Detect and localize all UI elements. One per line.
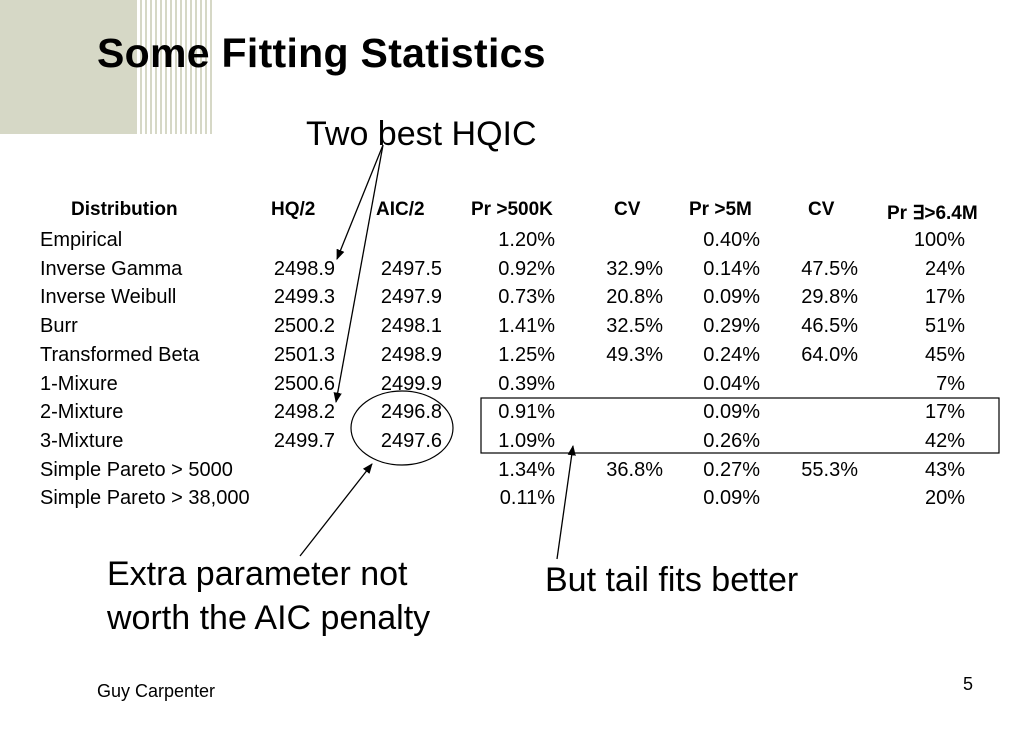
cell-pr-500k: 1.25%: [498, 343, 555, 366]
cell-pr-6-4m: 24%: [924, 257, 965, 280]
table-row: Inverse Gamma 2498.9 2497.5 0.92% 32.9% 0.14%…: [0, 258, 1023, 287]
arrow-to-tail-box: [556, 444, 576, 560]
cell-cv-5m: 29.8%: [801, 286, 858, 309]
cell-hq2: 2500.2: [273, 315, 335, 338]
cell-pr-500k: 1.09%: [498, 429, 555, 452]
cell-hq2: 2501.3: [273, 343, 335, 366]
table-row: Burr 2500.2 2498.1 1.41% 32.5% 0.29% 46.5% 51%: [0, 315, 1023, 344]
cell-cv-500k: 32.9%: [606, 257, 663, 280]
title-decoration-block: [0, 0, 135, 134]
cell-cv-5m: 64.0%: [801, 343, 858, 366]
table-row: 2-Mixture 2498.2 2496.8 0.91% 0.09% 17%: [0, 401, 1023, 430]
cell-aic2: 2496.8: [380, 401, 442, 424]
cell-cv-500k: 49.3%: [606, 343, 663, 366]
header-hq2: HQ/2: [271, 199, 316, 220]
cell-cv-5m: 55.3%: [801, 458, 858, 481]
header-cv-5m: CV: [808, 199, 835, 220]
table-row: Transformed Beta 2501.3 2498.9 1.25% 49.3% 0.…: [0, 344, 1023, 373]
cell-pr-5m: 0.09%: [703, 401, 760, 424]
header-pr-5m: Pr >5M: [689, 199, 752, 220]
cell-cv-500k: 36.8%: [606, 458, 663, 481]
cell-pr-500k: 0.11%: [499, 487, 555, 510]
cell-distribution: Simple Pareto > 38,000: [40, 487, 250, 510]
cell-pr-6-4m: 100%: [913, 229, 965, 251]
cell-cv-5m: 47.5%: [801, 257, 858, 280]
cell-distribution: Simple Pareto > 5000: [40, 458, 233, 481]
cell-cv-500k: 32.5%: [606, 315, 663, 338]
cell-aic2: 2497.5: [380, 257, 442, 280]
cell-hq2: 2500.6: [273, 372, 335, 395]
cell-distribution: Empirical: [40, 229, 123, 251]
cell-pr-5m: 0.14%: [703, 257, 760, 280]
callout-aic-line-2: worth the AIC penalty: [107, 599, 431, 637]
cell-hq2: 2498.2: [273, 401, 335, 424]
cell-pr-6-4m: 43%: [924, 458, 965, 481]
cell-pr-5m: 0.27%: [703, 458, 760, 481]
cell-distribution: 1-Mixure: [40, 372, 118, 395]
cell-hq2: 2499.3: [273, 286, 335, 309]
page-number: 5: [963, 674, 974, 694]
header-pr-6-4m: Pr ∃>6.4M: [887, 203, 978, 224]
header-distribution: Distribution: [71, 199, 178, 220]
cell-pr-500k: 0.92%: [498, 257, 555, 280]
cell-pr-6-4m: 42%: [924, 429, 965, 452]
header-cv-500k: CV: [614, 199, 641, 220]
cell-pr-500k: 0.39%: [498, 372, 555, 395]
slide-title: Some Fitting Statistics: [97, 30, 546, 76]
tail-highlight-box: [480, 397, 1000, 454]
cell-distribution: Inverse Weibull: [40, 286, 177, 309]
table-row: 3-Mixture 2499.7 2497.6 1.09% 0.26% 42%: [0, 430, 1023, 459]
cell-aic2: 2497.9: [380, 286, 442, 309]
table-row: Empirical 1.20% 0.40% 100%: [0, 229, 1023, 258]
table-row: 1-Mixure 2500.6 2499.9 0.39% 0.04% 7%: [0, 373, 1023, 402]
header-pr-500k: Pr >500K: [471, 199, 553, 220]
cell-distribution: 2-Mixture: [40, 401, 124, 424]
cell-pr-6-4m: 45%: [924, 343, 965, 366]
aic-highlight-ellipse: [350, 390, 454, 466]
cell-distribution: 3-Mixture: [40, 429, 124, 452]
cell-aic2: 2497.6: [380, 429, 442, 452]
cell-pr-5m: 0.40%: [703, 229, 760, 251]
cell-pr-500k: 0.73%: [498, 286, 555, 309]
cell-pr-5m: 0.04%: [703, 372, 760, 395]
cell-cv-5m: 46.5%: [801, 315, 858, 338]
callout-tail-fits: But tail fits better: [545, 561, 799, 599]
callout-aic-penalty: Extra parameter not worth the AIC penalt…: [107, 552, 430, 640]
cell-pr-500k: 1.41%: [498, 315, 555, 338]
cell-aic2: 2498.1: [380, 315, 442, 338]
cell-distribution: Transformed Beta: [40, 343, 200, 366]
cell-distribution: Burr: [40, 315, 78, 338]
cell-pr-5m: 0.09%: [703, 286, 760, 309]
table-row: Inverse Weibull 2499.3 2497.9 0.73% 20.8% 0.0…: [0, 286, 1023, 315]
header-aic2: AIC/2: [376, 199, 425, 220]
cell-pr-5m: 0.26%: [703, 429, 760, 452]
cell-aic2: 2499.9: [380, 372, 442, 395]
callout-two-best-hqic: Two best HQIC: [306, 115, 537, 153]
cell-pr-5m: 0.24%: [703, 343, 760, 366]
cell-pr-500k: 0.91%: [498, 401, 555, 424]
arrow-to-aic-ellipse: [299, 463, 373, 557]
footer-text: Guy Carpenter: [97, 681, 216, 701]
cell-pr-6-4m: 20%: [924, 487, 965, 510]
table-row: Simple Pareto > 5000 1.34% 36.8% 0.27% 55.3%…: [0, 459, 1023, 488]
table-row: Simple Pareto > 38,000 0.11% 0.09% 20%: [0, 487, 1023, 516]
cell-pr-6-4m: 7%: [936, 372, 965, 395]
cell-distribution: Inverse Gamma: [40, 257, 183, 280]
cell-hq2: 2498.9: [273, 257, 335, 280]
cell-pr-6-4m: 51%: [924, 315, 965, 338]
cell-pr-500k: 1.34%: [498, 458, 555, 481]
callout-aic-line-1: Extra parameter not: [107, 555, 408, 593]
cell-pr-5m: 0.29%: [703, 315, 760, 338]
cell-pr-6-4m: 17%: [924, 286, 965, 309]
cell-aic2: 2498.9: [380, 343, 442, 366]
arrow-to-2-mixture: [333, 144, 384, 404]
cell-hq2: 2499.7: [273, 429, 335, 452]
arrow-to-inverse-gamma: [336, 144, 384, 260]
cell-cv-500k: 20.8%: [606, 286, 663, 309]
cell-pr-6-4m: 17%: [924, 401, 965, 424]
cell-pr-5m: 0.09%: [703, 487, 760, 510]
title-decoration-stripes: [135, 0, 213, 134]
cell-pr-500k: 1.20%: [498, 229, 555, 251]
